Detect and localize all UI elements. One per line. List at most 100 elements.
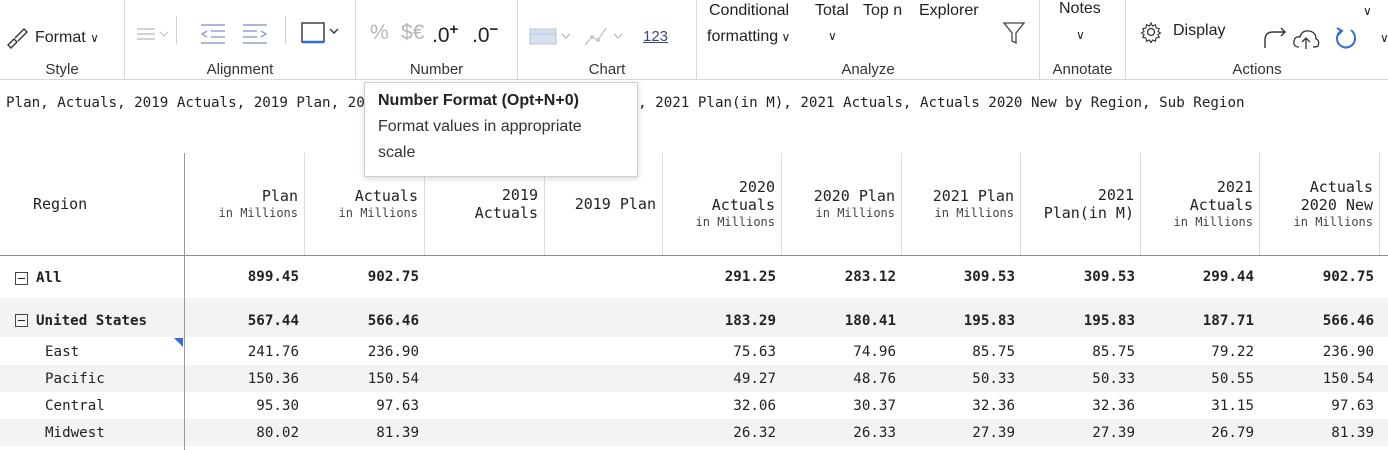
cloud-upload-icon[interactable] bbox=[1291, 27, 1321, 58]
table-cell[interactable]: 81.39 bbox=[1331, 424, 1374, 441]
table-cell[interactable]: 85.75 bbox=[972, 343, 1015, 360]
conditional-formatting-label[interactable]: Conditional bbox=[709, 2, 790, 19]
table-cell[interactable]: 309.53 bbox=[1083, 269, 1135, 285]
table-cell[interactable]: 150.54 bbox=[367, 370, 419, 387]
table-cell[interactable]: 32.36 bbox=[1092, 397, 1135, 414]
table-cell[interactable]: 26.79 bbox=[1211, 424, 1254, 441]
line-chart-icon[interactable] bbox=[582, 23, 632, 54]
chevron-down-icon[interactable]: ∨ bbox=[1076, 28, 1085, 42]
notes-button[interactable]: Notes bbox=[1059, 0, 1101, 17]
comment-marker-icon[interactable] bbox=[174, 338, 183, 347]
table-cell[interactable]: 150.36 bbox=[247, 370, 299, 387]
table-cell[interactable]: 309.53 bbox=[963, 269, 1015, 285]
currency-button[interactable]: $€ bbox=[401, 21, 425, 44]
table-cell[interactable]: 902.75 bbox=[367, 269, 419, 285]
table-cell[interactable]: 50.55 bbox=[1211, 370, 1254, 387]
table-chart-icon[interactable] bbox=[528, 26, 576, 51]
refresh-icon[interactable] bbox=[1332, 25, 1362, 56]
table-cell[interactable]: 75.63 bbox=[733, 343, 776, 360]
conditional-formatting-dropdown[interactable]: formatting ∨ bbox=[707, 28, 790, 46]
table-cell[interactable]: 97.63 bbox=[376, 397, 419, 414]
column-header[interactable]: Plan in Millions bbox=[185, 153, 305, 255]
align-justify-icon[interactable] bbox=[135, 24, 171, 49]
table-cell[interactable] bbox=[545, 392, 663, 419]
increase-indent-icon[interactable] bbox=[241, 22, 269, 51]
explorer-button[interactable]: Explorer bbox=[919, 2, 979, 19]
table-cell[interactable]: 85.75 bbox=[1092, 343, 1135, 360]
column-header[interactable]: Actuals 2020 New in Millions bbox=[1260, 153, 1380, 255]
table-cell[interactable]: 48.76 bbox=[853, 370, 896, 387]
table-cell[interactable]: 26.33 bbox=[853, 424, 896, 441]
table-row[interactable]: Central 95.30 97.63 32.06 30.37 32.36 32.36 31.… bbox=[0, 392, 1388, 419]
table-cell[interactable]: 26.32 bbox=[733, 424, 776, 441]
table-row[interactable]: All 899.45 902.75 291.25 283.12 309.53 309.53 2… bbox=[0, 256, 1388, 298]
gear-icon[interactable] bbox=[1140, 21, 1162, 48]
table-cell[interactable]: 183.29 bbox=[724, 312, 776, 329]
table-cell[interactable]: 27.39 bbox=[972, 424, 1015, 441]
table-cell[interactable]: 150.54 bbox=[1322, 370, 1374, 387]
table-cell[interactable]: 180.41 bbox=[844, 312, 896, 329]
table-cell[interactable] bbox=[425, 256, 545, 298]
column-header[interactable]: 2020 Plan in Millions bbox=[782, 153, 902, 255]
table-cell[interactable]: 81.39 bbox=[376, 424, 419, 441]
column-header[interactable]: Region bbox=[0, 153, 185, 255]
percent-button[interactable]: % bbox=[370, 21, 389, 44]
table-cell[interactable]: 30.37 bbox=[853, 397, 896, 414]
column-header[interactable]: 2021 Plan in Millions bbox=[902, 153, 1021, 255]
table-cell[interactable] bbox=[545, 419, 663, 446]
chevron-down-icon[interactable]: ∨ bbox=[1380, 31, 1388, 45]
column-header[interactable]: 2020 Actuals in Millions bbox=[663, 153, 782, 255]
column-header[interactable]: 2019 Actuals bbox=[425, 153, 545, 255]
redo-icon[interactable] bbox=[1261, 26, 1291, 57]
table-row[interactable]: Pacific 150.36 150.54 49.27 48.76 50.33 50.33 5… bbox=[0, 365, 1388, 392]
table-cell[interactable]: 27.39 bbox=[1092, 424, 1135, 441]
table-cell[interactable]: 299.44 bbox=[1202, 269, 1254, 285]
table-cell[interactable] bbox=[425, 365, 545, 392]
table-cell[interactable]: 95.30 bbox=[256, 397, 299, 414]
table-row[interactable]: United States 567.44 566.46 183.29 180.41 195… bbox=[0, 298, 1388, 337]
table-cell[interactable] bbox=[545, 338, 663, 365]
paint-brush-icon[interactable] bbox=[5, 26, 29, 55]
table-cell[interactable]: 566.46 bbox=[367, 312, 419, 329]
increase-decimal-button[interactable]: .0+ bbox=[432, 21, 458, 48]
table-cell[interactable]: 195.83 bbox=[963, 312, 1015, 329]
table-cell[interactable]: 567.44 bbox=[247, 312, 299, 329]
table-cell[interactable]: 31.15 bbox=[1211, 397, 1254, 414]
table-cell[interactable] bbox=[425, 419, 545, 446]
table-cell[interactable] bbox=[425, 338, 545, 365]
table-cell[interactable]: 80.02 bbox=[256, 424, 299, 441]
table-cell[interactable]: 79.22 bbox=[1211, 343, 1254, 360]
table-cell[interactable]: 236.90 bbox=[367, 343, 419, 360]
format-dropdown[interactable]: Format ∨ bbox=[35, 29, 99, 47]
column-header[interactable]: 2021 Plan(in M) bbox=[1021, 153, 1141, 255]
chevron-down-icon[interactable]: ∨ bbox=[828, 29, 837, 43]
chevron-down-icon[interactable]: ∨ bbox=[1363, 4, 1372, 18]
filter-icon[interactable] bbox=[1002, 20, 1026, 51]
table-cell[interactable] bbox=[545, 298, 663, 337]
table-cell[interactable] bbox=[425, 298, 545, 337]
border-icon[interactable] bbox=[299, 20, 349, 51]
decrease-indent-icon[interactable] bbox=[199, 22, 227, 51]
table-cell[interactable]: 49.27 bbox=[733, 370, 776, 387]
table-cell[interactable]: 50.33 bbox=[972, 370, 1015, 387]
table-cell[interactable]: 241.76 bbox=[247, 343, 299, 360]
column-header[interactable]: Actuals in Millions bbox=[305, 153, 425, 255]
table-row[interactable]: East 241.76 236.90 75.63 74.96 85.75 85.75 79.2… bbox=[0, 338, 1388, 365]
table-cell[interactable] bbox=[545, 256, 663, 298]
table-cell[interactable]: 195.83 bbox=[1083, 312, 1135, 329]
table-cell[interactable]: 32.36 bbox=[972, 397, 1015, 414]
table-cell[interactable]: 899.45 bbox=[247, 269, 299, 285]
table-cell[interactable]: 291.25 bbox=[724, 269, 776, 285]
table-cell[interactable]: 50.33 bbox=[1092, 370, 1135, 387]
top-n-button[interactable]: Top n bbox=[863, 2, 903, 19]
collapse-icon[interactable] bbox=[15, 314, 28, 327]
table-cell[interactable]: 32.06 bbox=[733, 397, 776, 414]
column-header[interactable]: 2021 Actuals in Millions bbox=[1141, 153, 1260, 255]
number-chart-button[interactable]: 123 bbox=[643, 28, 669, 45]
table-cell[interactable]: 283.12 bbox=[844, 269, 896, 285]
table-row[interactable]: Midwest 80.02 81.39 26.32 26.33 27.39 27.39 26.… bbox=[0, 419, 1388, 446]
table-cell[interactable]: 97.63 bbox=[1331, 397, 1374, 414]
table-cell[interactable]: 236.90 bbox=[1322, 343, 1374, 360]
table-cell[interactable]: 902.75 bbox=[1322, 269, 1374, 285]
display-button[interactable]: Display bbox=[1173, 22, 1226, 39]
